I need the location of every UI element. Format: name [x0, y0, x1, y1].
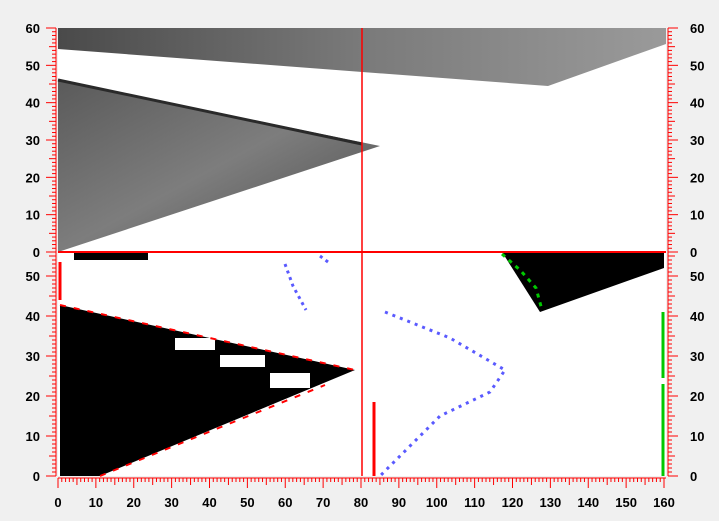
lower-right-axis-label: 10 [690, 429, 704, 444]
upper-left-axis-label: 30 [26, 133, 40, 148]
upper-right-axis-label: 20 [690, 170, 704, 185]
lower-right-axis-label: 0 [690, 469, 697, 484]
bottom-axis-label: 40 [202, 495, 216, 510]
upper-right-axis-label: 40 [690, 96, 704, 111]
bottom-axis-label: 120 [502, 495, 524, 510]
black-wedge [60, 305, 355, 476]
bottom-axis-label: 70 [316, 495, 330, 510]
upper-left-axis-label: 20 [26, 170, 40, 185]
lower-right-axis-label: 30 [690, 349, 704, 364]
bottom-axis-label: 60 [278, 495, 292, 510]
bottom-axis-label: 100 [426, 495, 448, 510]
bottom-axis-label: 0 [54, 495, 61, 510]
bottom-axis-label: 150 [615, 495, 637, 510]
lower-left-axis-label: 0 [33, 469, 40, 484]
lower-right-axis-label: 40 [690, 309, 704, 324]
bottom-axis-label: 130 [540, 495, 562, 510]
black-triangle-right [502, 252, 664, 312]
upper-left-axis-label: 10 [26, 208, 40, 223]
upper-left-axis-label: 40 [26, 96, 40, 111]
upper-left-axis-label: 0 [33, 245, 40, 260]
lower-left-axis-label: 50 [26, 269, 40, 284]
bottom-axis-label: 90 [392, 495, 406, 510]
lower-left-axis-label: 10 [26, 429, 40, 444]
bottom-axis-label: 20 [127, 495, 141, 510]
upper-right-axis-label: 60 [690, 21, 704, 36]
gray-wedge [58, 80, 380, 252]
bottom-axis-label: 160 [653, 495, 675, 510]
upper-left-axis-label: 60 [26, 21, 40, 36]
bottom-axis-label: 110 [464, 495, 485, 510]
lower-left-axis-label: 40 [26, 309, 40, 324]
bottom-axis-label: 30 [164, 495, 178, 510]
upper-right-axis-label: 50 [690, 58, 704, 73]
lower-right-axis-label: 20 [690, 389, 704, 404]
bottom-axis-label: 140 [577, 495, 599, 510]
upper-left-axis-label: 50 [26, 58, 40, 73]
upper-right-axis-label: 30 [690, 133, 704, 148]
blue-trajectory [283, 254, 508, 478]
lower-left-axis-label: 30 [26, 349, 40, 364]
lower-left-axis-label: 20 [26, 389, 40, 404]
lower-right-axis-label: 50 [690, 269, 704, 284]
upper-right-axis-label: 0 [690, 245, 697, 260]
upper-right-axis-label: 10 [690, 208, 704, 223]
bottom-axis-label: 10 [89, 495, 103, 510]
black-strip-top [74, 252, 148, 260]
bottom-axis-label: 50 [240, 495, 254, 510]
crosshair[interactable] [58, 28, 666, 476]
bottom-axis-label: 80 [354, 495, 368, 510]
